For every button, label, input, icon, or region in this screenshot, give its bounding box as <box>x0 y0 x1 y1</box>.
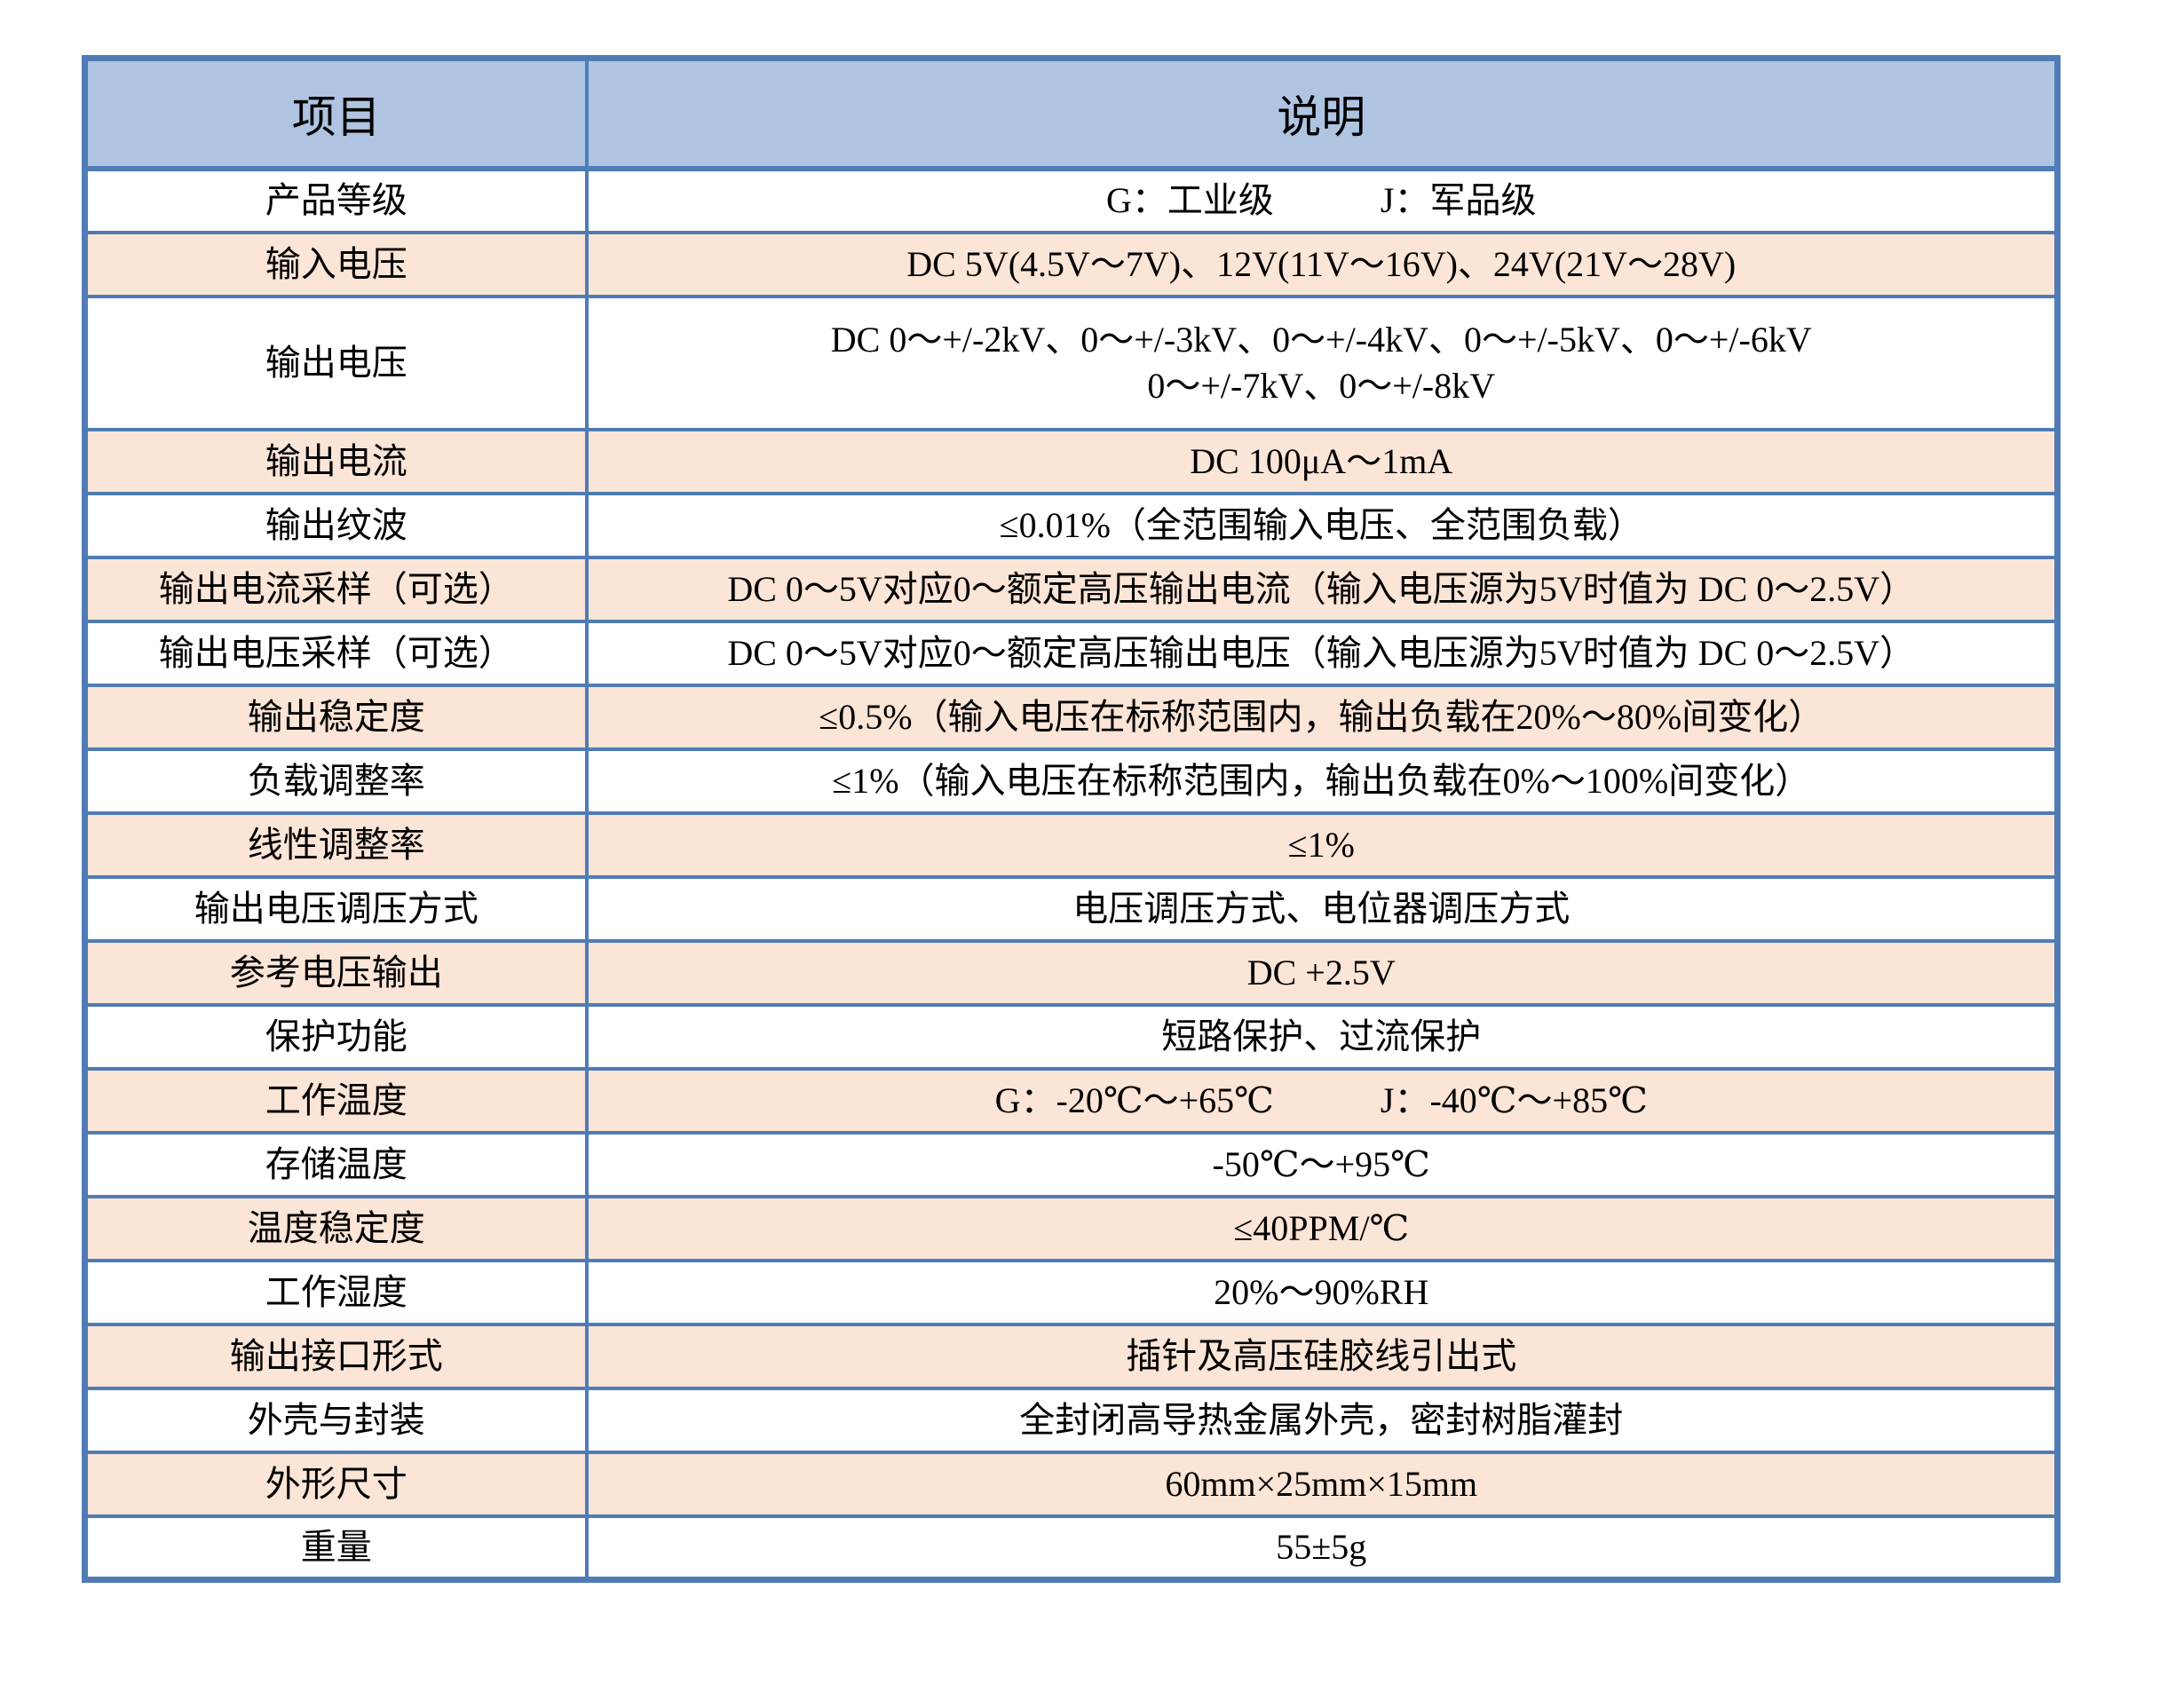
table-row: 负载调整率 ≤1%（输入电压在标称范围内，输出负载在0%～100%间变化） <box>83 747 2060 815</box>
row-value: ≤40PPM/℃ <box>584 1194 2060 1262</box>
table-row: 输出电流 DC 100μA～1mA <box>83 427 2060 495</box>
table-row: 输入电压 DC 5V(4.5V～7V)、12V(11V～16V)、24V(21V～… <box>83 230 2060 298</box>
table-row: 输出电压采样（可选） DC 0～5V对应0～额定高压输出电压（输入电压源为5V时值… <box>83 619 2060 687</box>
table-row: 输出电压调压方式 电压调压方式、电位器调压方式 <box>83 874 2060 943</box>
table-row: 输出接口形式 插针及高压硅胶线引出式 <box>83 1322 2060 1390</box>
row-value: DC 0～+/-2kV、0～+/-3kV、0～+/-4kV、0～+/-5kV、0… <box>584 294 2060 431</box>
row-label: 外形尺寸 <box>83 1450 589 1518</box>
row-value: ≤1% <box>584 811 2060 879</box>
table-row: 输出稳定度 ≤0.5%（输入电压在标称范围内，输出负载在20%～80%间变化） <box>83 683 2060 751</box>
row-value: 插针及高压硅胶线引出式 <box>584 1322 2060 1390</box>
spec-table-body: 产品等级 G：工业级 J：军品级 输入电压 DC 5V(4.5V～7V)、12V(11… <box>83 166 2060 1582</box>
header-row: 项目 说明 <box>83 56 2060 171</box>
row-value: ≤0.5%（输入电压在标称范围内，输出负载在20%～80%间变化） <box>584 683 2060 751</box>
row-value: DC 0～5V对应0～额定高压输出电流（输入电压源为5V时值为 DC 0～2.5… <box>584 555 2060 623</box>
column-header-item: 项目 <box>83 56 589 171</box>
row-value: DC +2.5V <box>584 938 2060 1007</box>
row-label: 参考电压输出 <box>83 938 589 1007</box>
table-row: 产品等级 G：工业级 J：军品级 <box>83 166 2060 234</box>
row-label: 输出电流 <box>83 427 589 495</box>
row-value: 55±5g <box>584 1514 2060 1582</box>
row-label: 输出电压 <box>83 294 589 431</box>
row-label: 输入电压 <box>83 230 589 298</box>
table-row: 保护功能 短路保护、过流保护 <box>83 1002 2060 1071</box>
row-value: G：-20℃～+65℃ J：-40℃～+85℃ <box>584 1066 2060 1135</box>
table-row: 工作温度 G：-20℃～+65℃ J：-40℃～+85℃ <box>83 1066 2060 1135</box>
row-value: -50℃～+95℃ <box>584 1130 2060 1198</box>
table-row: 存储温度 -50℃～+95℃ <box>83 1130 2060 1198</box>
row-value: 全封闭高导热金属外壳，密封树脂灌封 <box>584 1386 2060 1454</box>
row-label: 输出电压调压方式 <box>83 874 589 943</box>
table-row: 输出纹波 ≤0.01%（全范围输入电压、全范围负载） <box>83 491 2060 559</box>
row-label: 输出电压采样（可选） <box>83 619 589 687</box>
row-label: 输出稳定度 <box>83 683 589 751</box>
row-label: 存储温度 <box>83 1130 589 1198</box>
row-value: DC 0～5V对应0～额定高压输出电压（输入电压源为5V时值为 DC 0～2.5… <box>584 619 2060 687</box>
row-value: ≤1%（输入电压在标称范围内，输出负载在0%～100%间变化） <box>584 747 2060 815</box>
table-row: 外壳与封装 全封闭高导热金属外壳，密封树脂灌封 <box>83 1386 2060 1454</box>
row-label: 产品等级 <box>83 166 589 234</box>
table-row: 输出电流采样（可选） DC 0～5V对应0～额定高压输出电流（输入电压源为5V时值… <box>83 555 2060 623</box>
row-label: 外壳与封装 <box>83 1386 589 1454</box>
row-value: DC 100μA～1mA <box>584 427 2060 495</box>
row-value: G：工业级 J：军品级 <box>584 166 2060 234</box>
row-value: 短路保护、过流保护 <box>584 1002 2060 1071</box>
row-label: 负载调整率 <box>83 747 589 815</box>
row-label: 重量 <box>83 1514 589 1582</box>
row-value: DC 5V(4.5V～7V)、12V(11V～16V)、24V(21V～28V) <box>584 230 2060 298</box>
row-label: 输出纹波 <box>83 491 589 559</box>
table-row: 外形尺寸 60mm×25mm×15mm <box>83 1450 2060 1518</box>
row-value-line1: DC 0～+/-2kV、0～+/-3kV、0～+/-4kV、0～+/-5kV、0… <box>830 319 1812 360</box>
column-header-description: 说明 <box>584 56 2060 171</box>
table-row: 线性调整率 ≤1% <box>83 811 2060 879</box>
spec-table-header: 项目 说明 <box>83 56 2060 171</box>
table-row: 输出电压 DC 0～+/-2kV、0～+/-3kV、0～+/-4kV、0～+/-5… <box>83 294 2060 431</box>
row-label: 保护功能 <box>83 1002 589 1071</box>
row-label: 输出接口形式 <box>83 1322 589 1390</box>
row-value: 20%～90%RH <box>584 1258 2060 1326</box>
table-row: 重量 55±5g <box>83 1514 2060 1582</box>
spec-table: 项目 说明 产品等级 G：工业级 J：军品级 输入电压 DC 5V(4.5V～7V)、… <box>82 55 2061 1583</box>
row-value: 电压调压方式、电位器调压方式 <box>584 874 2060 943</box>
row-value-line2: 0～+/-7kV、0～+/-8kV <box>1147 365 1496 406</box>
table-row: 工作湿度 20%～90%RH <box>83 1258 2060 1326</box>
row-label: 工作温度 <box>83 1066 589 1135</box>
row-label: 温度稳定度 <box>83 1194 589 1262</box>
row-label: 线性调整率 <box>83 811 589 879</box>
row-label: 工作湿度 <box>83 1258 589 1326</box>
row-value: ≤0.01%（全范围输入电压、全范围负载） <box>584 491 2060 559</box>
row-label: 输出电流采样（可选） <box>83 555 589 623</box>
table-row: 参考电压输出 DC +2.5V <box>83 938 2060 1007</box>
row-value: 60mm×25mm×15mm <box>584 1450 2060 1518</box>
table-row: 温度稳定度 ≤40PPM/℃ <box>83 1194 2060 1262</box>
